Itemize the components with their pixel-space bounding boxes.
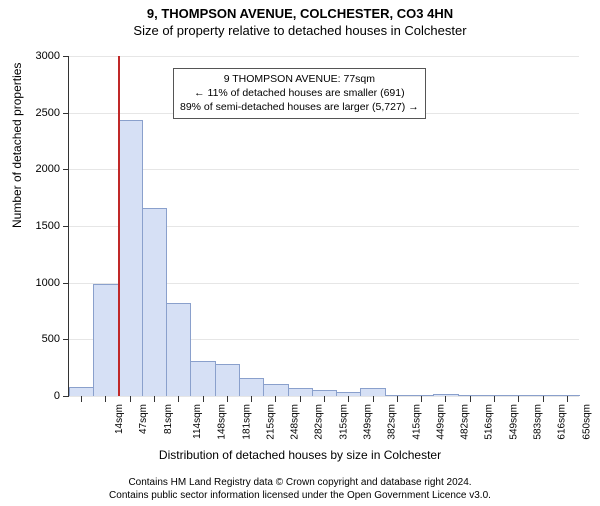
infobox-line-2: ← 11% of detached houses are smaller (69…	[180, 86, 419, 100]
x-axis-label: Distribution of detached houses by size …	[0, 448, 600, 462]
gridline	[69, 169, 579, 170]
footer-line-1: Contains HM Land Registry data © Crown c…	[0, 476, 600, 489]
footer: Contains HM Land Registry data © Crown c…	[0, 476, 600, 502]
histogram-bar	[69, 387, 94, 396]
y-tick-label: 1500	[10, 220, 60, 232]
histogram-bar	[93, 284, 118, 396]
y-tick	[63, 396, 69, 397]
y-tick	[63, 226, 69, 227]
histogram-bar	[142, 208, 167, 396]
x-tick	[154, 396, 155, 402]
x-tick	[470, 396, 471, 402]
y-tick	[63, 169, 69, 170]
x-tick	[397, 396, 398, 402]
histogram-bar	[190, 361, 215, 396]
infobox-line-3: 89% of semi-detached houses are larger (…	[180, 100, 419, 114]
gridline	[69, 56, 579, 57]
x-tick	[445, 396, 446, 402]
histogram-bar	[239, 378, 264, 396]
x-tick-label: 282sqm	[314, 404, 325, 440]
x-tick-label: 382sqm	[387, 404, 398, 440]
footer-line-2: Contains public sector information licen…	[0, 489, 600, 502]
x-tick	[543, 396, 544, 402]
histogram-bar	[118, 120, 143, 396]
x-tick	[300, 396, 301, 402]
x-tick-label: 315sqm	[338, 404, 349, 440]
histogram-bar	[288, 388, 313, 396]
y-tick	[63, 113, 69, 114]
x-tick	[251, 396, 252, 402]
x-tick-label: 482sqm	[460, 404, 471, 440]
x-tick-label: 616sqm	[557, 404, 568, 440]
x-tick-label: 549sqm	[508, 404, 519, 440]
y-tick-label: 500	[10, 333, 60, 345]
x-tick-label: 181sqm	[241, 404, 252, 440]
y-tick-label: 1000	[10, 277, 60, 289]
x-tick	[203, 396, 204, 402]
subject-infobox: 9 THOMPSON AVENUE: 77sqm← 11% of detache…	[173, 68, 426, 119]
x-tick	[81, 396, 82, 402]
histogram-bar	[360, 388, 385, 396]
x-tick-label: 449sqm	[435, 404, 446, 440]
infobox-line-1: 9 THOMPSON AVENUE: 77sqm	[180, 72, 419, 86]
y-tick	[63, 283, 69, 284]
x-tick-label: 47sqm	[138, 404, 149, 434]
x-tick-label: 248sqm	[290, 404, 301, 440]
x-tick	[105, 396, 106, 402]
y-tick-label: 2000	[10, 163, 60, 175]
x-tick	[518, 396, 519, 402]
x-tick-label: 114sqm	[192, 404, 203, 439]
chart-container: Number of detached properties 9 THOMPSON…	[0, 48, 600, 450]
x-tick-label: 650sqm	[581, 404, 592, 440]
x-tick	[178, 396, 179, 402]
x-tick-label: 349sqm	[363, 404, 374, 440]
x-tick	[567, 396, 568, 402]
x-tick	[373, 396, 374, 402]
x-tick	[494, 396, 495, 402]
page-title-address: 9, THOMPSON AVENUE, COLCHESTER, CO3 4HN	[0, 6, 600, 21]
x-tick	[324, 396, 325, 402]
x-tick-label: 415sqm	[411, 404, 422, 440]
y-tick	[63, 56, 69, 57]
x-tick	[348, 396, 349, 402]
y-tick	[63, 339, 69, 340]
x-tick	[130, 396, 131, 402]
subject-marker-line	[118, 56, 120, 396]
histogram-bar	[263, 384, 288, 396]
histogram-bar	[166, 303, 191, 396]
x-tick-label: 14sqm	[114, 404, 125, 434]
page-title-desc: Size of property relative to detached ho…	[0, 23, 600, 38]
x-tick-label: 81sqm	[163, 404, 174, 434]
x-tick	[227, 396, 228, 402]
x-tick-label: 215sqm	[265, 404, 276, 440]
histogram-bar	[215, 364, 240, 396]
y-tick-label: 3000	[10, 50, 60, 62]
x-tick-label: 516sqm	[484, 404, 495, 440]
x-tick-label: 148sqm	[217, 404, 228, 440]
y-axis-label: Number of detached properties	[10, 63, 24, 228]
y-tick-label: 2500	[10, 107, 60, 119]
x-tick	[421, 396, 422, 402]
x-tick-label: 583sqm	[533, 404, 544, 440]
plot-area: 9 THOMPSON AVENUE: 77sqm← 11% of detache…	[68, 56, 579, 397]
x-tick	[275, 396, 276, 402]
y-tick-label: 0	[10, 390, 60, 402]
